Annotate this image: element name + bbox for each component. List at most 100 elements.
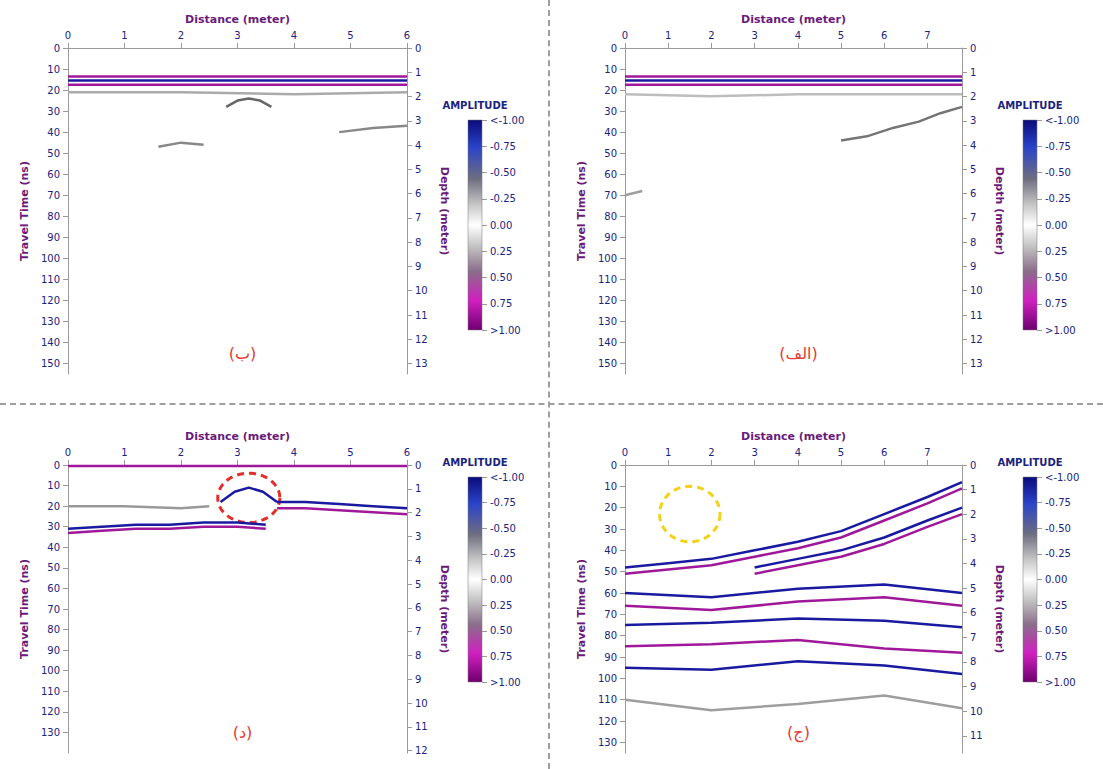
svg-text:130: 130 bbox=[598, 316, 617, 327]
svg-text:2: 2 bbox=[415, 507, 421, 518]
svg-text:-0.50: -0.50 bbox=[490, 523, 516, 534]
svg-text:4: 4 bbox=[795, 30, 801, 41]
svg-text:AMPLITUDE: AMPLITUDE bbox=[997, 457, 1062, 468]
svg-text:1: 1 bbox=[665, 30, 671, 41]
svg-text:4: 4 bbox=[970, 140, 976, 151]
svg-text:5: 5 bbox=[347, 30, 353, 41]
svg-text:9: 9 bbox=[415, 261, 421, 272]
svg-text:0.00: 0.00 bbox=[1045, 220, 1067, 231]
svg-text:6: 6 bbox=[881, 447, 887, 458]
svg-text:120: 120 bbox=[598, 295, 617, 306]
svg-text:0: 0 bbox=[622, 30, 628, 41]
svg-text:0: 0 bbox=[415, 43, 421, 54]
svg-text:3: 3 bbox=[970, 115, 976, 126]
svg-text:60: 60 bbox=[47, 169, 60, 180]
svg-text:7: 7 bbox=[970, 212, 976, 223]
svg-text:0.75: 0.75 bbox=[490, 298, 512, 309]
svg-text:20: 20 bbox=[604, 502, 617, 513]
svg-text:-0.25: -0.25 bbox=[490, 548, 516, 559]
svg-text:Distance (meter): Distance (meter) bbox=[741, 430, 846, 443]
svg-text:7: 7 bbox=[415, 626, 421, 637]
svg-text:130: 130 bbox=[41, 316, 60, 327]
svg-text:4: 4 bbox=[970, 558, 976, 569]
svg-text:-0.75: -0.75 bbox=[1045, 141, 1071, 152]
svg-text:6: 6 bbox=[970, 188, 976, 199]
svg-text:1: 1 bbox=[121, 447, 127, 458]
svg-text:0: 0 bbox=[65, 447, 71, 458]
svg-text:110: 110 bbox=[41, 686, 60, 697]
svg-text:3: 3 bbox=[234, 30, 240, 41]
svg-text:40: 40 bbox=[47, 542, 60, 553]
svg-text:-0.50: -0.50 bbox=[1045, 523, 1071, 534]
svg-text:110: 110 bbox=[41, 274, 60, 285]
svg-text:6: 6 bbox=[404, 30, 410, 41]
svg-text:4: 4 bbox=[291, 447, 297, 458]
svg-text:Travel Time (ns): Travel Time (ns) bbox=[575, 559, 588, 659]
svg-text:2: 2 bbox=[708, 447, 714, 458]
svg-text:5: 5 bbox=[347, 447, 353, 458]
svg-text:9: 9 bbox=[970, 681, 976, 692]
svg-text:50: 50 bbox=[47, 562, 60, 573]
svg-text:110: 110 bbox=[598, 274, 617, 285]
svg-text:0: 0 bbox=[611, 460, 617, 471]
svg-text:Travel Time (ns): Travel Time (ns) bbox=[18, 161, 31, 261]
svg-text:80: 80 bbox=[47, 211, 60, 222]
svg-text:0.25: 0.25 bbox=[1045, 246, 1067, 257]
svg-text:150: 150 bbox=[41, 358, 60, 369]
svg-text:10: 10 bbox=[970, 285, 983, 296]
svg-text:11: 11 bbox=[970, 730, 983, 741]
svg-text:Distance (meter): Distance (meter) bbox=[185, 430, 290, 443]
svg-text:80: 80 bbox=[604, 630, 617, 641]
svg-text:10: 10 bbox=[604, 64, 617, 75]
svg-text:4: 4 bbox=[415, 555, 421, 566]
svg-text:30: 30 bbox=[604, 524, 617, 535]
svg-text:0.50: 0.50 bbox=[1045, 272, 1067, 283]
svg-text:0.00: 0.00 bbox=[490, 220, 512, 231]
svg-text:0: 0 bbox=[622, 447, 628, 458]
svg-text:3: 3 bbox=[415, 115, 421, 126]
svg-text:12: 12 bbox=[415, 745, 428, 756]
svg-text:3: 3 bbox=[415, 531, 421, 542]
svg-text:10: 10 bbox=[47, 480, 60, 491]
svg-text:0: 0 bbox=[611, 43, 617, 54]
svg-text:-0.25: -0.25 bbox=[490, 193, 516, 204]
svg-text:0.25: 0.25 bbox=[490, 600, 512, 611]
svg-text:30: 30 bbox=[47, 521, 60, 532]
svg-text:2: 2 bbox=[415, 91, 421, 102]
svg-text:Depth (meter): Depth (meter) bbox=[438, 167, 451, 256]
svg-text:120: 120 bbox=[598, 716, 617, 727]
svg-text:30: 30 bbox=[604, 106, 617, 117]
svg-text:Distance (meter): Distance (meter) bbox=[741, 13, 846, 26]
svg-text:90: 90 bbox=[604, 232, 617, 243]
svg-text:120: 120 bbox=[41, 706, 60, 717]
svg-text:10: 10 bbox=[47, 64, 60, 75]
svg-text:(ب): (ب) bbox=[229, 344, 257, 363]
svg-text:60: 60 bbox=[604, 588, 617, 599]
svg-text:40: 40 bbox=[604, 127, 617, 138]
svg-text:13: 13 bbox=[970, 358, 983, 369]
svg-text:7: 7 bbox=[924, 447, 930, 458]
svg-text:>1.00: >1.00 bbox=[1045, 677, 1076, 688]
svg-text:20: 20 bbox=[47, 85, 60, 96]
svg-text:0: 0 bbox=[415, 460, 421, 471]
svg-text:7: 7 bbox=[415, 212, 421, 223]
svg-text:9: 9 bbox=[415, 674, 421, 685]
svg-text:7: 7 bbox=[970, 632, 976, 643]
svg-text:-0.50: -0.50 bbox=[1045, 167, 1071, 178]
svg-text:5: 5 bbox=[838, 447, 844, 458]
svg-text:0.50: 0.50 bbox=[490, 625, 512, 636]
svg-text:10: 10 bbox=[604, 481, 617, 492]
svg-text:3: 3 bbox=[751, 30, 757, 41]
svg-text:10: 10 bbox=[970, 706, 983, 717]
svg-text:7: 7 bbox=[924, 30, 930, 41]
svg-text:-0.25: -0.25 bbox=[1045, 193, 1071, 204]
svg-text:0.75: 0.75 bbox=[490, 651, 512, 662]
svg-text:2: 2 bbox=[178, 30, 184, 41]
svg-text:<-1.00: <-1.00 bbox=[1045, 115, 1079, 126]
svg-text:0.25: 0.25 bbox=[1045, 600, 1067, 611]
svg-text:2: 2 bbox=[708, 30, 714, 41]
svg-text:Depth (meter): Depth (meter) bbox=[438, 565, 451, 654]
svg-text:>1.00: >1.00 bbox=[490, 677, 521, 688]
svg-text:5: 5 bbox=[415, 579, 421, 590]
svg-text:100: 100 bbox=[598, 673, 617, 684]
